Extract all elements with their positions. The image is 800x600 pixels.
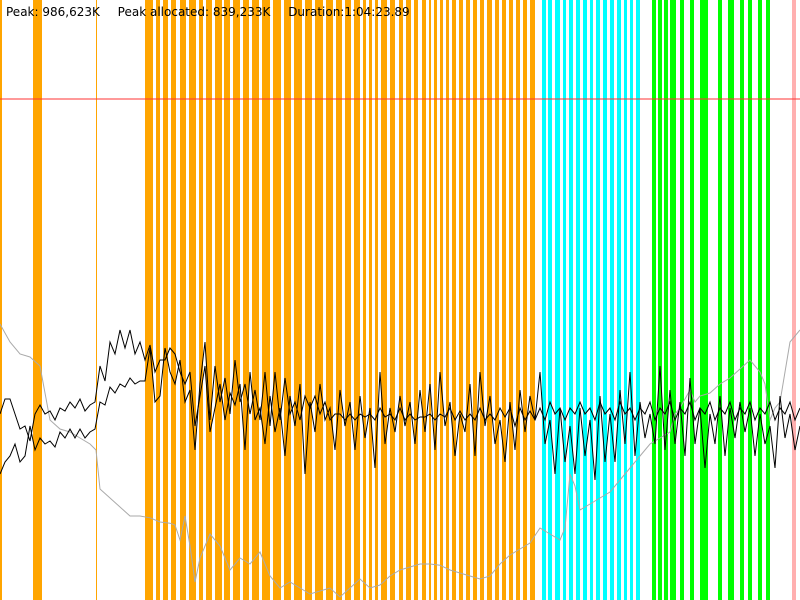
orange-band-45: [495, 0, 499, 600]
orange-band-12: [224, 0, 230, 600]
orange-band-46: [502, 0, 506, 600]
orange-band-44: [487, 0, 492, 600]
orange-band-6: [171, 0, 176, 600]
peak-allocated-label: Peak allocated: 839,233K: [117, 5, 271, 19]
orange-band-20: [305, 0, 312, 600]
orange-band-9: [199, 0, 203, 600]
cyan-band-7: [590, 0, 593, 600]
orange-band-22: [326, 0, 333, 600]
chart-header: Peak: 986,623K Peak allocated: 839,233K …: [6, 5, 424, 19]
orange-band-30: [390, 0, 395, 600]
orange-band-0: [0, 0, 2, 600]
orange-band-50: [530, 0, 535, 600]
green-band-8: [728, 0, 734, 600]
cyan-band-13: [630, 0, 633, 600]
peak-label: Peak: 986,623K: [6, 5, 100, 19]
green-band-12: [766, 0, 770, 600]
cyan-band-10: [610, 0, 614, 600]
orange-band-39: [452, 0, 456, 600]
orange-band-5: [163, 0, 168, 600]
orange-band-38: [446, 0, 449, 600]
orange-band-3: [145, 0, 153, 600]
orange-band-40: [459, 0, 463, 600]
series-layer: [0, 323, 800, 598]
orange-band-13: [233, 0, 240, 600]
orange-band-36: [434, 0, 437, 600]
orange-band-15: [252, 0, 259, 600]
orange-band-10: [206, 0, 212, 600]
green-band-0: [652, 0, 656, 600]
orange-band-21: [315, 0, 323, 600]
cyan-band-5: [576, 0, 580, 600]
duration-label: Duration:1:04:23.89: [288, 5, 410, 19]
cyan-band-2: [555, 0, 560, 600]
green-band-10: [748, 0, 752, 600]
cyan-band-9: [603, 0, 607, 600]
orange-band-17: [273, 0, 281, 600]
orange-band-33: [414, 0, 418, 600]
series-line-2: [0, 341, 800, 475]
orange-band-1: [33, 0, 42, 600]
orange-band-11: [215, 0, 222, 600]
orange-band-29: [381, 0, 387, 600]
orange-band-43: [480, 0, 484, 600]
green-band-1: [658, 0, 662, 600]
cyan-band-11: [617, 0, 621, 600]
orange-band-32: [406, 0, 411, 600]
orange-band-34: [422, 0, 426, 600]
green-band-6: [700, 0, 708, 600]
orange-band-23: [336, 0, 342, 600]
orange-band-19: [294, 0, 302, 600]
cyan-band-4: [569, 0, 573, 600]
series-line-1: [0, 329, 800, 481]
green-band-11: [758, 0, 762, 600]
green-band-7: [718, 0, 722, 600]
green-band-9: [740, 0, 744, 600]
orange-band-31: [399, 0, 403, 600]
orange-band-4: [156, 0, 160, 600]
orange-band-24: [345, 0, 351, 600]
orange-band-48: [516, 0, 520, 600]
cyan-band-14: [636, 0, 640, 600]
orange-band-35: [429, 0, 431, 600]
green-band-5: [690, 0, 694, 600]
orange-band-18: [284, 0, 291, 600]
orange-band-37: [440, 0, 443, 600]
orange-band-28: [375, 0, 378, 600]
cyan-band-0: [542, 0, 546, 600]
orange-band-25: [354, 0, 360, 600]
green-band-2: [664, 0, 668, 600]
orange-band-7: [180, 0, 186, 600]
orange-band-27: [369, 0, 372, 600]
orange-band-26: [363, 0, 366, 600]
orange-band-8: [189, 0, 196, 600]
cyan-band-3: [563, 0, 566, 600]
orange-band-41: [466, 0, 470, 600]
orange-band-42: [473, 0, 477, 600]
orange-band-49: [523, 0, 527, 600]
orange-band-14: [243, 0, 249, 600]
cyan-band-8: [596, 0, 600, 600]
orange-band-47: [509, 0, 513, 600]
cyan-band-6: [583, 0, 587, 600]
orange-band-16: [262, 0, 270, 600]
pink-band-0: [792, 0, 796, 600]
green-band-3: [670, 0, 676, 600]
cyan-band-1: [548, 0, 552, 600]
orange-band-2: [96, 0, 97, 600]
cyan-band-12: [624, 0, 627, 600]
green-band-4: [680, 0, 684, 600]
